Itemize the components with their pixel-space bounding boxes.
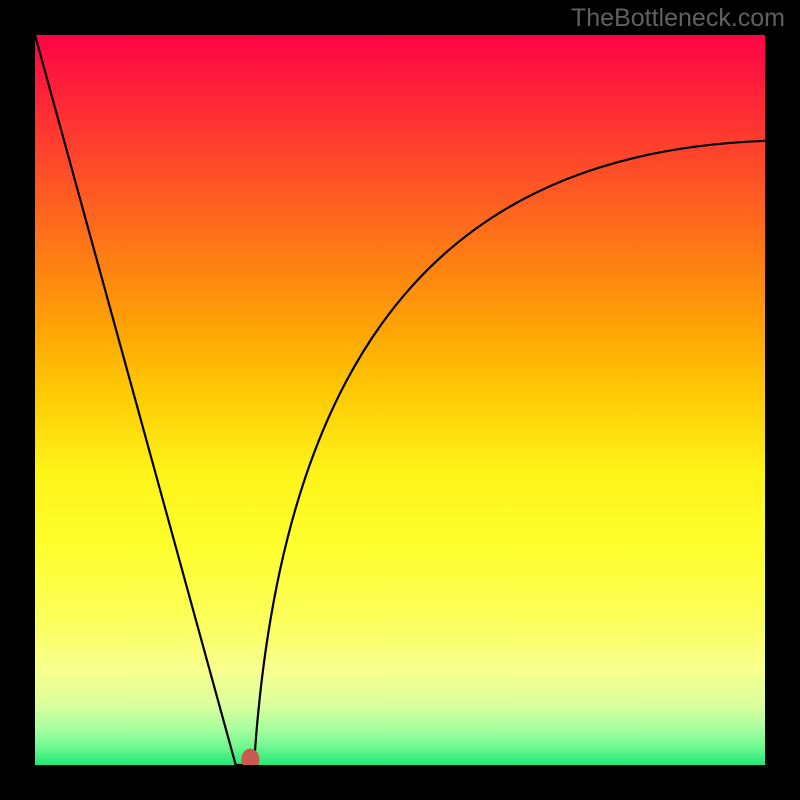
watermark-text: TheBottleneck.com xyxy=(571,4,785,33)
plot-area xyxy=(35,35,765,765)
plot-svg xyxy=(35,35,765,765)
gradient-background xyxy=(35,35,765,765)
